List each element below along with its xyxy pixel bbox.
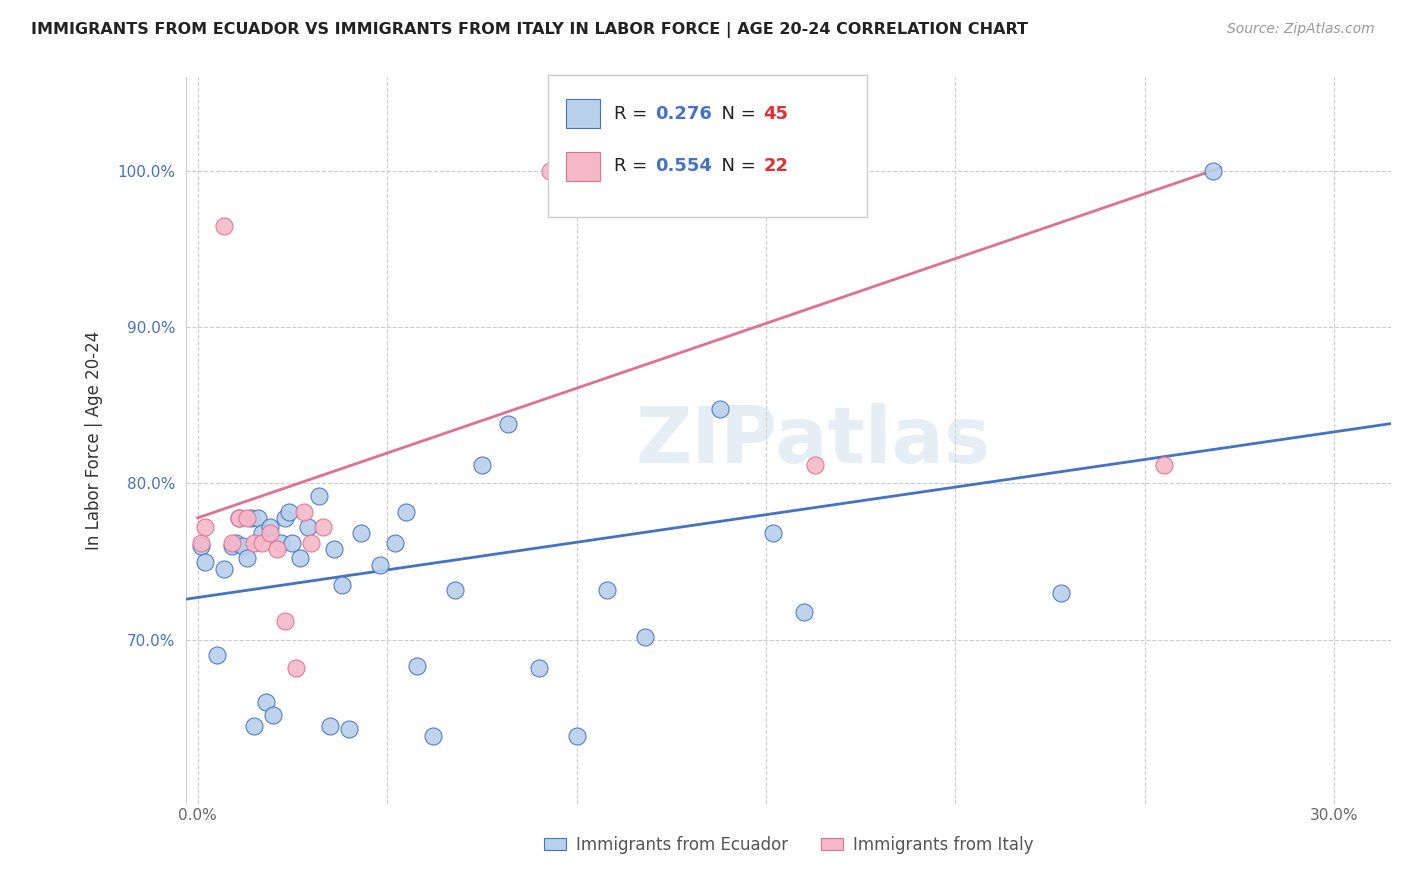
Point xyxy=(232,539,254,553)
Point xyxy=(349,526,371,541)
Point xyxy=(747,164,769,178)
Point xyxy=(527,661,550,675)
Text: N =: N = xyxy=(710,157,762,175)
Point xyxy=(277,505,299,519)
Point xyxy=(228,511,250,525)
Point xyxy=(709,164,731,178)
Point xyxy=(239,511,262,525)
Point xyxy=(194,555,217,569)
Point xyxy=(266,542,288,557)
Point xyxy=(337,722,360,736)
Point xyxy=(243,536,266,550)
Point xyxy=(228,511,250,525)
Text: 0.554: 0.554 xyxy=(655,157,711,175)
Point xyxy=(1202,164,1225,178)
Point xyxy=(205,648,228,663)
Point xyxy=(785,164,807,178)
Point xyxy=(565,730,588,744)
Point xyxy=(297,520,319,534)
Point xyxy=(270,536,292,550)
Point xyxy=(212,219,235,233)
FancyBboxPatch shape xyxy=(548,75,868,217)
Point xyxy=(292,505,315,519)
Point xyxy=(236,551,259,566)
Point xyxy=(190,539,212,553)
Point xyxy=(406,659,429,673)
Point xyxy=(793,605,815,619)
Point xyxy=(259,520,281,534)
Point xyxy=(384,536,406,550)
Point xyxy=(250,526,273,541)
Point xyxy=(709,401,731,416)
Text: 0.276: 0.276 xyxy=(655,104,711,123)
Legend: Immigrants from Ecuador, Immigrants from Italy: Immigrants from Ecuador, Immigrants from… xyxy=(537,830,1040,861)
Point xyxy=(558,164,581,178)
Point xyxy=(225,536,247,550)
Point xyxy=(422,730,444,744)
Point xyxy=(250,536,273,550)
Point xyxy=(262,707,284,722)
Point xyxy=(194,520,217,534)
Point xyxy=(212,562,235,576)
Point xyxy=(762,526,785,541)
Point xyxy=(498,417,520,431)
Point xyxy=(236,511,259,525)
Point xyxy=(804,458,827,472)
FancyBboxPatch shape xyxy=(565,99,599,128)
Text: IMMIGRANTS FROM ECUADOR VS IMMIGRANTS FROM ITALY IN LABOR FORCE | AGE 20-24 CORR: IMMIGRANTS FROM ECUADOR VS IMMIGRANTS FR… xyxy=(31,22,1028,38)
Point xyxy=(634,630,657,644)
Point xyxy=(1050,586,1073,600)
Point xyxy=(190,536,212,550)
Point xyxy=(281,536,304,550)
Point xyxy=(368,558,391,572)
Y-axis label: In Labor Force | Age 20-24: In Labor Force | Age 20-24 xyxy=(86,331,103,550)
Point xyxy=(274,614,297,628)
Point xyxy=(274,511,297,525)
Point xyxy=(221,536,243,550)
Text: Source: ZipAtlas.com: Source: ZipAtlas.com xyxy=(1227,22,1375,37)
Point xyxy=(221,539,243,553)
Point xyxy=(1153,458,1175,472)
Point xyxy=(243,718,266,732)
Point xyxy=(259,526,281,541)
FancyBboxPatch shape xyxy=(565,152,599,180)
Text: ZIPatlas: ZIPatlas xyxy=(636,402,990,478)
Point xyxy=(285,661,308,675)
Point xyxy=(395,505,418,519)
Point xyxy=(538,164,561,178)
Point xyxy=(319,718,342,732)
Text: N =: N = xyxy=(710,104,762,123)
Text: R =: R = xyxy=(614,104,652,123)
Text: R =: R = xyxy=(614,157,652,175)
Point xyxy=(323,542,346,557)
Text: 22: 22 xyxy=(763,157,789,175)
Point xyxy=(247,511,270,525)
Point xyxy=(299,536,322,550)
Point xyxy=(308,489,330,503)
Point xyxy=(330,578,353,592)
Text: 45: 45 xyxy=(763,104,789,123)
Point xyxy=(444,582,467,597)
Point xyxy=(254,695,277,709)
Point xyxy=(312,520,335,534)
Point xyxy=(288,551,311,566)
Point xyxy=(471,458,494,472)
Point xyxy=(596,582,619,597)
